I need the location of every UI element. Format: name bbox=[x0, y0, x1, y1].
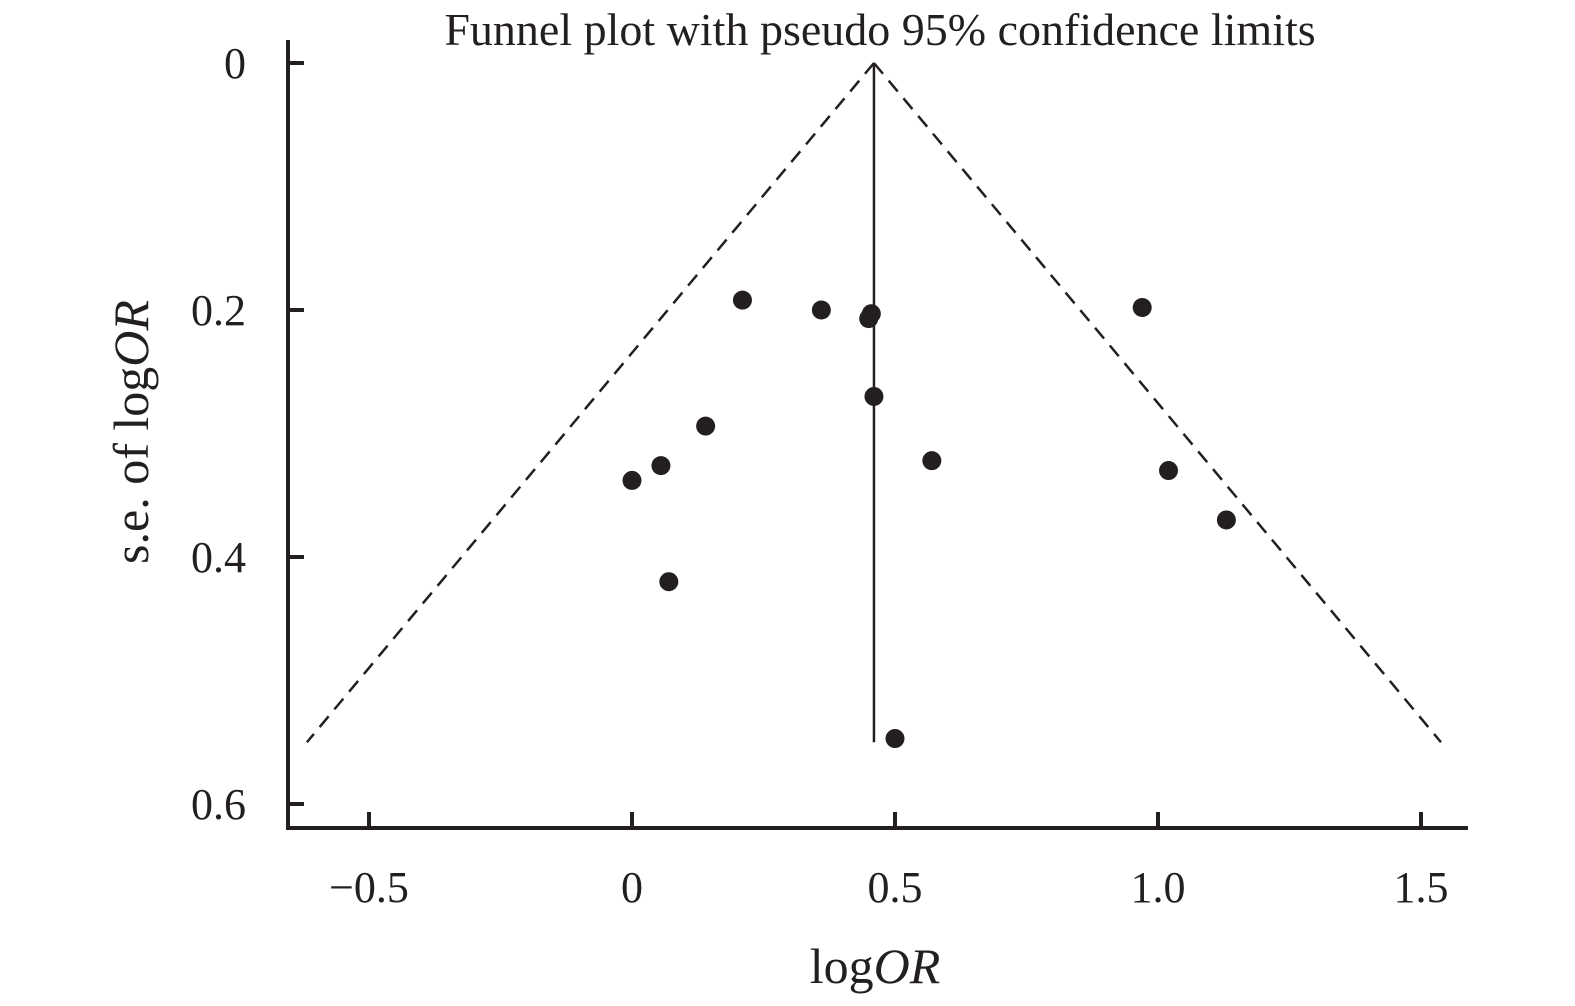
y-axis-ticks: 0 0.2 0.4 0.6 bbox=[191, 39, 304, 829]
y-tick-label: 0.2 bbox=[191, 286, 246, 335]
data-point bbox=[864, 386, 884, 406]
data-point bbox=[811, 300, 831, 320]
x-axis-title-prefix: log bbox=[810, 938, 874, 994]
data-point bbox=[651, 456, 671, 476]
y-tick-label: 0.6 bbox=[191, 780, 246, 829]
x-axis-ticks: −0.5 0 0.5 1.0 1.5 bbox=[329, 812, 1449, 912]
upper-confidence-limit-line bbox=[873, 62, 1442, 744]
y-tick-label: 0 bbox=[224, 39, 246, 88]
data-point bbox=[732, 290, 752, 310]
data-point bbox=[1216, 510, 1236, 530]
x-axis-title-italic: OR bbox=[874, 938, 941, 994]
data-point bbox=[696, 416, 716, 436]
x-axis-title: logOR bbox=[810, 938, 941, 994]
x-tick-label: −0.5 bbox=[329, 863, 409, 912]
x-tick-label: 1.0 bbox=[1131, 863, 1186, 912]
x-tick-label: 0 bbox=[621, 863, 643, 912]
y-axis-title-prefix: s.e. of log bbox=[103, 367, 159, 564]
data-point bbox=[622, 470, 642, 490]
x-tick-label: 1.5 bbox=[1394, 863, 1449, 912]
y-axis-title-italic: OR bbox=[103, 300, 159, 367]
data-point bbox=[659, 572, 679, 592]
data-point bbox=[861, 304, 881, 324]
lower-confidence-limit-line bbox=[305, 62, 875, 744]
data-point bbox=[1132, 298, 1152, 318]
x-tick-label: 0.5 bbox=[868, 863, 923, 912]
y-tick-label: 0.4 bbox=[191, 533, 246, 582]
data-point bbox=[922, 451, 942, 471]
data-point bbox=[1159, 461, 1179, 481]
data-point bbox=[885, 729, 905, 749]
data-points bbox=[622, 290, 1236, 749]
chart-title: Funnel plot with pseudo 95% confidence l… bbox=[444, 4, 1315, 55]
y-axis-title: s.e. of logOR bbox=[103, 300, 159, 564]
